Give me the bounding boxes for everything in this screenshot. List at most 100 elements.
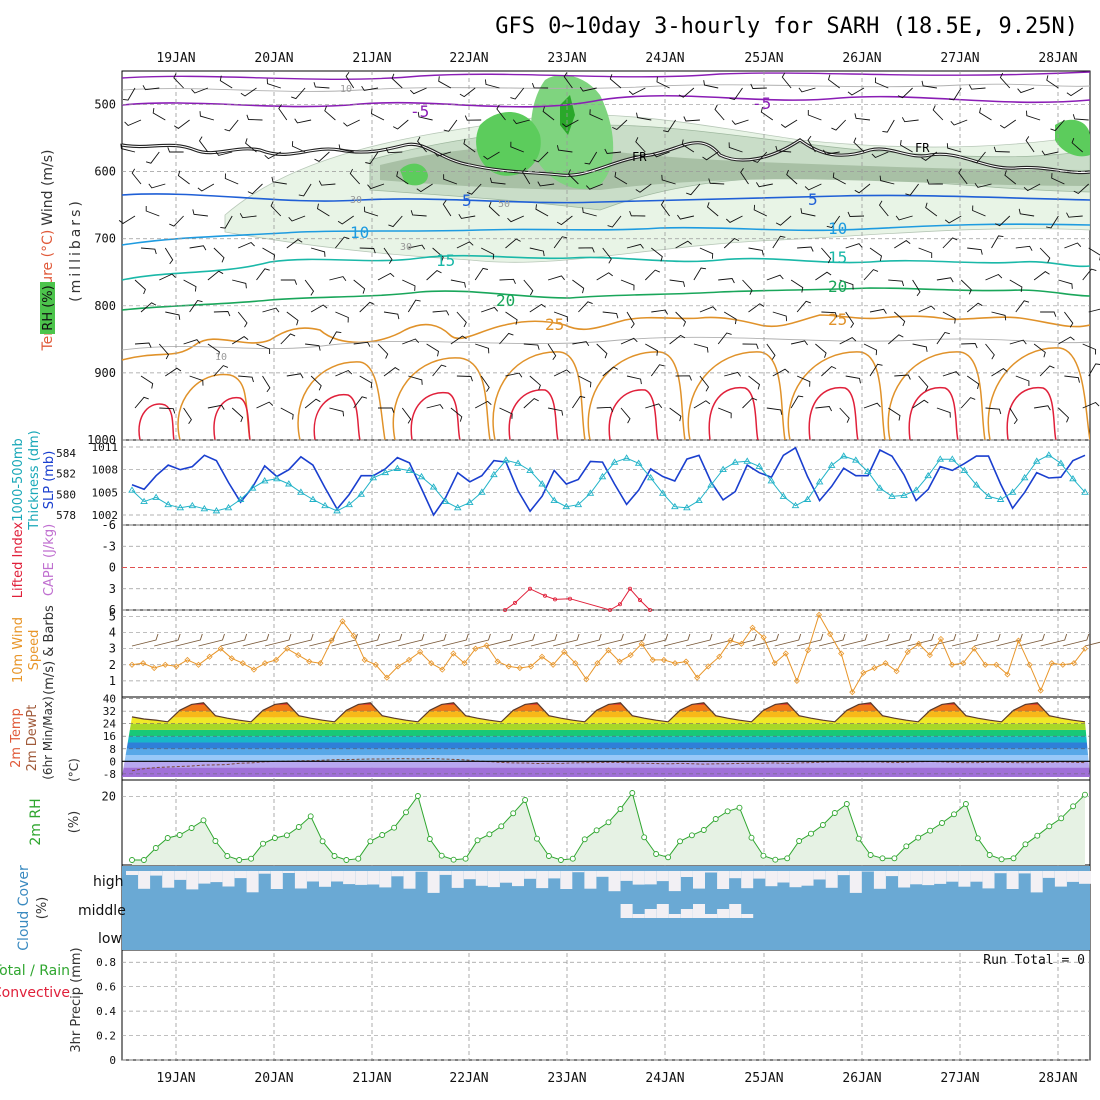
- wind-barb: [807, 110, 822, 121]
- wind-barb: [942, 237, 958, 249]
- wind-speed-point: [483, 642, 490, 649]
- wind-barb: [432, 310, 450, 316]
- date-label-top: 24JAN: [645, 51, 684, 66]
- wind-barb: [918, 375, 929, 392]
- wind-barb: [960, 279, 972, 295]
- lifted-index-point: [638, 598, 643, 603]
- precip-tick-label: 0.6: [96, 981, 116, 994]
- wind-barb: [626, 375, 642, 385]
- wind-barb: [971, 151, 986, 164]
- contour-15: [122, 254, 1090, 281]
- label-precip-a: Total / Rain: [0, 963, 70, 979]
- wind-barb: [401, 407, 412, 424]
- wind-speed-point: [694, 674, 701, 681]
- cloud-high-gap: [162, 871, 175, 888]
- wind-barb: [620, 337, 638, 345]
- rh-point: [605, 819, 612, 826]
- thickness-point: [453, 503, 462, 511]
- wind-barb: [797, 246, 814, 252]
- wind-barb: [262, 307, 280, 313]
- wind-barb: [510, 87, 525, 100]
- rh-point: [700, 827, 707, 833]
- wind-barb: [310, 304, 328, 313]
- rh-contour-labels: 10 30 50 30 10: [215, 84, 510, 363]
- cloud-high-gap: [331, 871, 344, 882]
- wind-barb: [256, 268, 270, 281]
- wind-barb: [456, 375, 473, 382]
- rh-point: [426, 836, 433, 842]
- wind-barb: [359, 247, 376, 254]
- lifted-index-point: [502, 608, 507, 613]
- wind-barb: [578, 301, 593, 313]
- thickness-point: [960, 466, 969, 474]
- wind-barb: [529, 375, 541, 391]
- thickness-point: [767, 477, 776, 484]
- thickness-point: [900, 491, 908, 498]
- wind-barb: [148, 183, 166, 189]
- wind-speed-point: [361, 656, 368, 664]
- wind-barb: [1088, 363, 1100, 377]
- wind-barb: [256, 401, 274, 409]
- wind-barb: [165, 367, 182, 377]
- cloud-high-gap: [246, 871, 259, 893]
- cloud-high-gap: [1018, 871, 1031, 874]
- temp-tick-label: 0: [109, 755, 116, 768]
- lifted-index-point: [628, 586, 633, 591]
- wind-barb: [158, 343, 170, 360]
- wind-barb: [1088, 308, 1100, 313]
- wind-barb: [905, 183, 919, 196]
- wind-barb: [329, 331, 342, 345]
- wind-barb: [1023, 183, 1041, 192]
- wind-barb: [609, 74, 622, 89]
- rh-area: [132, 793, 1085, 865]
- cloud-middle-gap: [705, 914, 717, 918]
- cloud-high-gap: [548, 871, 561, 879]
- cloud-high-gap: [306, 871, 319, 882]
- label-fr-b: FR: [915, 141, 930, 155]
- precip-tick-label: 0.4: [96, 1005, 116, 1018]
- thickness-point: [731, 458, 739, 465]
- wind-barb: [450, 335, 467, 345]
- wind-barb: [353, 396, 368, 409]
- wind-barb: [912, 399, 929, 409]
- surface-wind-barb: [863, 633, 890, 647]
- label-wind-3: (m/s) & Barbs: [42, 605, 57, 695]
- wind-barb: [912, 279, 921, 297]
- wind-barb: [918, 305, 936, 313]
- wind-speed-point: [350, 632, 357, 639]
- cloud-high-gap: [475, 871, 488, 886]
- wind-speed-point: [815, 611, 823, 618]
- precip-tick-label: 0: [109, 1054, 116, 1067]
- wind-barb: [224, 173, 239, 185]
- thickness-point: [610, 458, 619, 465]
- wind-barb: [189, 245, 207, 251]
- wind-barb: [529, 247, 545, 257]
- rh-point: [1034, 832, 1041, 839]
- pressure-tick-label: 700: [94, 232, 116, 246]
- cloud-high-gap: [898, 871, 911, 888]
- wind-barb: [183, 279, 197, 292]
- wind-barb: [863, 343, 878, 356]
- wind-barb: [847, 211, 865, 217]
- thickness-point: [236, 495, 245, 502]
- thickness-point: [695, 496, 703, 503]
- wind-barb: [936, 277, 954, 283]
- wind-speed-point: [306, 658, 313, 665]
- wind-barb: [723, 311, 737, 325]
- surface-wind-barb: [752, 633, 779, 647]
- surface-wind-barb: [641, 633, 669, 647]
- surface-wind-barb: [420, 633, 447, 647]
- wind-barb: [270, 201, 282, 217]
- rh-point: [772, 856, 779, 863]
- rh-point: [641, 834, 648, 841]
- wind-barb: [537, 181, 555, 187]
- wind-speed-point: [904, 648, 911, 655]
- wind-barb: [291, 141, 306, 153]
- wind-barb: [1064, 242, 1082, 249]
- wind-speed-point: [250, 666, 257, 673]
- li-tick-label: -6: [102, 518, 116, 532]
- wind-speed-point: [638, 640, 645, 647]
- temp-band: [122, 767, 1090, 777]
- wind-barb: [432, 247, 444, 263]
- rh-point: [200, 817, 207, 824]
